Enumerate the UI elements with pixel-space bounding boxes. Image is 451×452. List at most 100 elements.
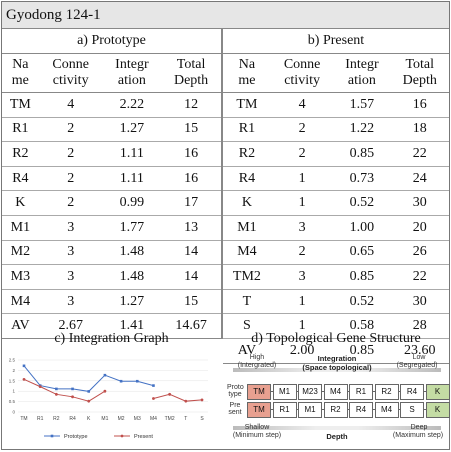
present-cell: 22 [390, 141, 449, 167]
gene-connector [321, 409, 324, 410]
present-row: R4 1 0.73 24 [223, 166, 449, 192]
integration-arrow [233, 368, 441, 372]
present-cell: 23.60 [390, 338, 449, 364]
series-line [153, 393, 203, 402]
gene-caption: d) Topological Gene Structure [251, 331, 421, 346]
shallow-label: Shallow [244, 424, 270, 431]
prototype-cell: 2 [38, 166, 103, 192]
prototype-cell: R2 [2, 141, 39, 167]
present-row: S 1 0.58 28 [223, 313, 449, 339]
present-cell: 0.52 [333, 289, 391, 315]
legend-label: Present [134, 434, 153, 440]
prototype-gene-node: TM [247, 384, 271, 400]
present-cell: 0.85 [333, 264, 391, 290]
prototype-cell: 1.27 [102, 117, 162, 143]
present-cell: 28 [390, 313, 449, 339]
present-header-1: Conne ctivity [270, 54, 334, 93]
low-label: Low [412, 354, 426, 361]
prototype-row: TM 4 2.22 12 [2, 92, 221, 118]
prototype-row: R2 2 1.11 16 [2, 141, 221, 167]
data-point [87, 390, 91, 393]
present-cell: 2.00 [270, 338, 334, 364]
x-tick-label: S [200, 416, 204, 422]
prototype-cell: 4 [38, 92, 103, 118]
prototype-header-line: Total [176, 57, 206, 72]
depth-arrow [233, 426, 441, 430]
present-header-line: Conne [283, 57, 321, 72]
gene-connector [270, 391, 273, 392]
integration-label: Integration [317, 354, 357, 363]
data-point [103, 389, 107, 393]
high-label: High [249, 354, 265, 361]
present-cell: 24 [390, 166, 449, 192]
x-tick-label: M2 [118, 416, 125, 422]
prototype-header-0: Na me [2, 54, 39, 93]
present-header-3: Total Depth [390, 54, 449, 93]
present-gene-node: K [425, 402, 450, 418]
present-cell: 3 [270, 215, 334, 241]
prototype-row: K 2 0.99 17 [2, 190, 221, 216]
prototype-row: M4 3 1.27 15 [2, 289, 221, 315]
present-cell: M1 [223, 215, 271, 241]
prototype-header-line: Conne [52, 57, 89, 72]
y-tick-label: 1 [12, 389, 15, 394]
prototype-cell: 3 [38, 240, 103, 266]
prototype-header-line: Depth [173, 73, 209, 88]
prototype-header-3: Total Depth [161, 54, 221, 93]
y-tick-label: 2 [12, 368, 15, 373]
prototype-cell: R1 [2, 117, 39, 143]
prototype-gene-node: M23 [298, 384, 322, 400]
present-row: TM2 3 0.85 22 [223, 264, 449, 290]
gene-connector [397, 391, 400, 392]
present-row: R2 2 0.85 22 [223, 141, 449, 167]
present-row: AV 2.00 0.85 23.60 [223, 338, 449, 364]
prototype-cell: 13 [161, 215, 221, 241]
gene-connector [372, 391, 375, 392]
present-cell: 1.57 [333, 92, 391, 118]
prototype-cell: 17 [161, 190, 221, 216]
prototype-gene-node: M4 [323, 384, 348, 400]
present-row: TM 4 1.57 16 [223, 92, 449, 118]
prototype-cell: 2.22 [102, 92, 162, 118]
x-tick-label: M1 [101, 416, 108, 422]
y-tick-label: 0 [12, 410, 15, 415]
prototype-cell: 1.27 [102, 289, 162, 315]
present-cell: R4 [223, 166, 271, 192]
present-cell: 30 [390, 289, 449, 315]
x-tick-label: TM [20, 416, 27, 422]
present-table: Na me Conne ctivity Integr ation Total Depth TM… [223, 54, 449, 364]
present-cell: 1 [270, 190, 334, 216]
present-cell: R2 [223, 141, 271, 167]
present-cell: TM2 [223, 264, 271, 290]
prototype-cell: AV [2, 313, 39, 339]
present-header-line: me [238, 73, 256, 88]
present-cell: 20 [390, 215, 449, 241]
x-tick-label: M4 [150, 416, 157, 422]
x-tick-label: T [184, 416, 187, 422]
gene-connector [346, 409, 349, 410]
deep-sub-label: (Maximum step) [392, 432, 444, 439]
prototype-row: M1 3 1.77 13 [2, 215, 221, 241]
present-cell: 26 [390, 240, 449, 266]
present-cell: 2 [270, 141, 334, 167]
prototype-cell: 2 [38, 190, 103, 216]
present-cell: 2 [270, 117, 334, 143]
prototype-gene-node: R4 [400, 384, 424, 400]
prototype-section: a) Prototype Na me Conne ctivity Integr ation… [2, 29, 223, 339]
data-point [135, 379, 139, 383]
deep-label: Deep [410, 424, 428, 431]
x-tick-label: R2 [53, 416, 60, 422]
prototype-cell: 2 [38, 141, 103, 167]
shallow-sub-label: (Minimum step) [232, 432, 282, 439]
y-tick-label: 2.5 [9, 358, 16, 363]
present-gene-node: R2 [323, 402, 348, 418]
prototype-cell: 1.11 [102, 141, 162, 167]
prototype-cell: 1.48 [102, 240, 162, 266]
prototype-gene-node: R2 [374, 384, 399, 400]
present-cell: 1 [270, 289, 334, 315]
present-gene-node: M1 [298, 402, 322, 418]
present-row: T 1 0.52 30 [223, 289, 449, 315]
x-tick-label: TM2 [165, 416, 175, 422]
gene-connector [397, 409, 400, 410]
prototype-cell: 14.67 [161, 313, 221, 339]
